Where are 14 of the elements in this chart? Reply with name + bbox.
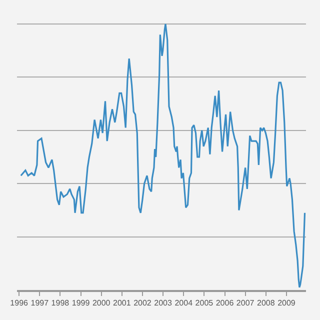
x-tick-label: 2002 [134, 298, 152, 308]
x-tick-label: 2007 [236, 298, 255, 308]
x-tick-label: 1997 [30, 298, 50, 308]
x-tick-label: 2004 [174, 298, 194, 308]
x-tick-label: 2008 [256, 298, 276, 308]
x-tick-label: 2000 [92, 298, 111, 308]
x-tick-label: 1996 [10, 298, 29, 308]
x-tick-label: 1999 [72, 298, 90, 308]
x-tick-label: 2005 [195, 298, 214, 308]
x-tick-label: 2009 [278, 298, 296, 308]
x-tick-label: 1998 [51, 298, 70, 308]
x-tick-label: 2006 [216, 298, 234, 308]
x-tick-label: 2001 [113, 298, 132, 308]
x-tick-label: 2003 [154, 298, 172, 308]
